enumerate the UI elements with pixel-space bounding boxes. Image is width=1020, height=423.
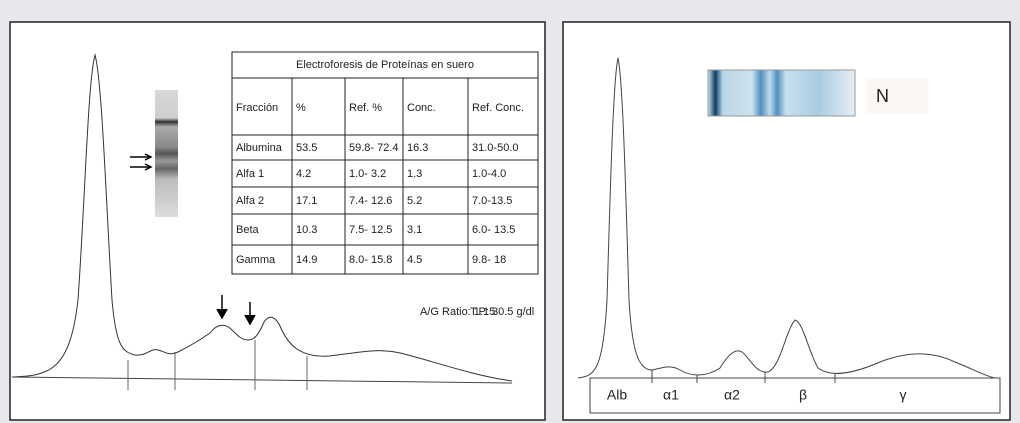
table-cell: 10.3 — [296, 224, 317, 236]
table-cell: 1.0-4.0 — [472, 168, 506, 180]
table-cell: Alfa 1 — [236, 168, 264, 180]
table-cell: 14.9 — [296, 254, 317, 266]
table-cell: 31.0-50.0 — [472, 142, 518, 154]
gel-label: N — [876, 86, 889, 106]
table-cell: 53.5 — [296, 142, 317, 154]
left-panel — [10, 22, 545, 420]
table-cell: 7.4- 12.6 — [349, 195, 392, 207]
fraction-label: Alb — [607, 387, 627, 403]
total-protein: T.P: 30.5 g/dl — [470, 306, 534, 318]
table-cell: 1.3 — [407, 168, 422, 180]
table-cell: Albumina — [236, 142, 283, 154]
table-cell: 5.2 — [407, 195, 422, 207]
table-cell: 7.0-13.5 — [472, 195, 512, 207]
table-cell: 9.8- 18 — [472, 254, 506, 266]
fraction-label: α1 — [663, 387, 679, 403]
table-cell: 8.0- 15.8 — [349, 254, 392, 266]
table-cell: 16.3 — [407, 142, 428, 154]
table-cell: 59.8- 72.4 — [349, 142, 399, 154]
table-header: Conc. — [407, 102, 436, 114]
table-header: % — [296, 102, 306, 114]
gel-image — [708, 70, 855, 116]
gel-strip — [155, 90, 178, 217]
table-header: Ref. Conc. — [472, 102, 524, 114]
figure: Electroforesis de Proteínas en suero Frac… — [0, 0, 1020, 423]
fraction-label: γ — [900, 387, 907, 403]
fraction-label: α2 — [724, 387, 740, 403]
table-cell: Gamma — [236, 254, 276, 266]
table-cell: Alfa 2 — [236, 195, 264, 207]
table-cell: 4.2 — [296, 168, 311, 180]
fraction-label: β — [799, 387, 807, 403]
table-cell: 3.1 — [407, 224, 422, 236]
table-cell: 17.1 — [296, 195, 317, 207]
table-cell: 7.5- 12.5 — [349, 224, 392, 236]
table-cell: 6.0- 13.5 — [472, 224, 515, 236]
table-cell: 1.0- 3.2 — [349, 168, 386, 180]
table-header: Ref. % — [349, 102, 382, 114]
page: Electroforesis de Proteínas en suero Frac… — [0, 0, 1020, 423]
table-title: Electroforesis de Proteínas en suero — [296, 59, 474, 71]
table-cell: Beta — [236, 224, 260, 236]
table-cell: 4.5 — [407, 254, 422, 266]
table-header: Fracción — [236, 102, 278, 114]
